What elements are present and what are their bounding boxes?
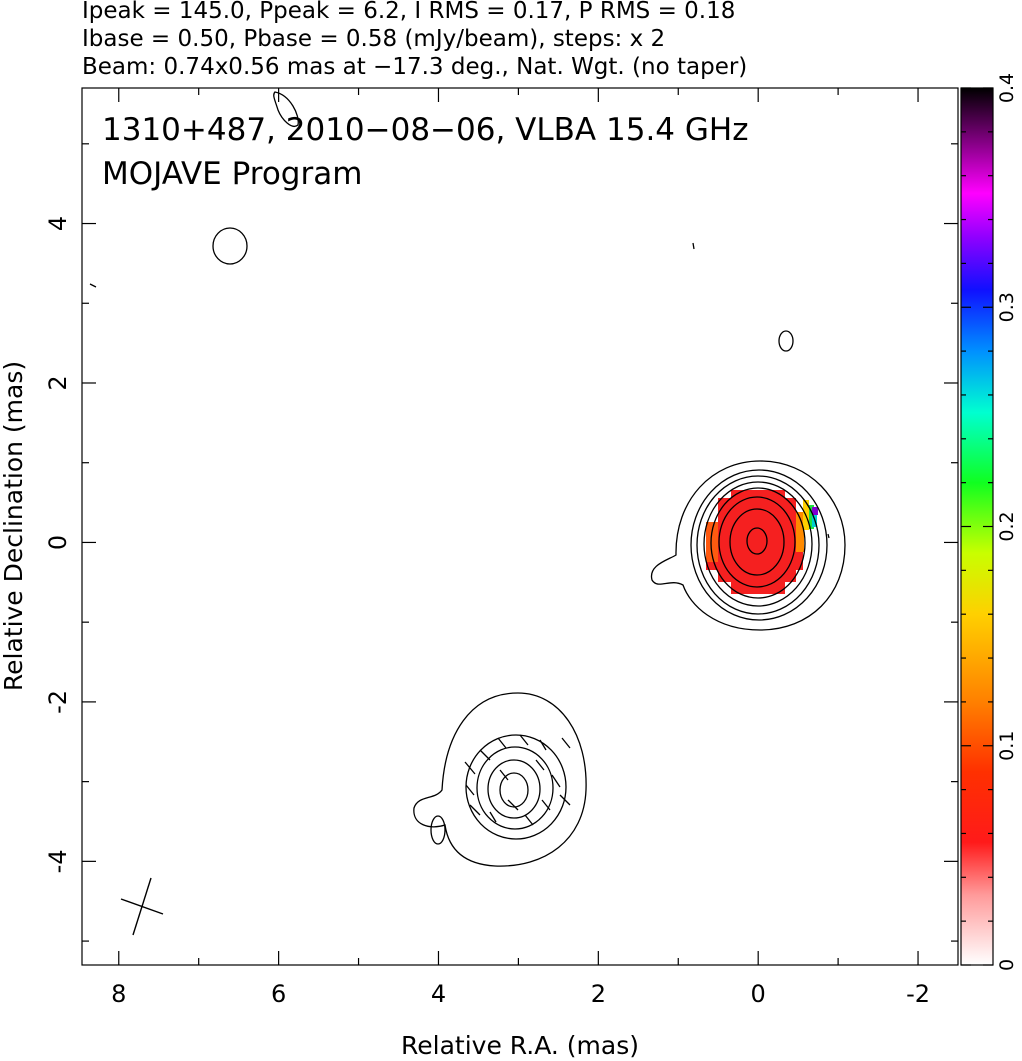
colorbar-tick-label: 0.3: [996, 292, 1018, 322]
contours: [89, 91, 846, 867]
x-tick-label: 0: [751, 980, 766, 1008]
contour: [499, 772, 529, 808]
contour: [690, 469, 828, 621]
pol-pixels: [706, 490, 803, 594]
y-tick-label: 4: [44, 216, 72, 231]
x-tick-label: -2: [906, 980, 930, 1008]
contour: [650, 460, 846, 631]
beam: [120, 877, 164, 936]
colorbar-tick-label: 0: [996, 959, 1018, 971]
x-tick-label: 8: [111, 980, 126, 1008]
contour: [465, 734, 567, 840]
header-line: Ipeak = 145.0, Ppeak = 6.2, I RMS = 0.17…: [82, 0, 735, 24]
pol-pixels: [796, 512, 804, 552]
y-tick-label: 0: [44, 535, 72, 550]
contour: [89, 242, 830, 539]
image: [706, 490, 818, 594]
plot-title: 1310+487, 2010−08−06, VLBA 15.4 GHz: [102, 112, 748, 148]
y-tick-label: -2: [44, 690, 72, 714]
contour: [212, 227, 248, 265]
pol-pixels: [812, 515, 817, 527]
contour: [710, 487, 806, 599]
plot-subtitle: MOJAVE Program: [102, 156, 362, 192]
y-axis-label: Relative Declination (mas): [0, 361, 28, 691]
contour: [778, 330, 794, 352]
pol-pixels: [809, 505, 814, 529]
header-line: Ibase = 0.50, Pbase = 0.58 (mJy/beam), s…: [82, 26, 665, 52]
contour: [430, 815, 446, 845]
contour: [696, 475, 820, 615]
y-tick-label: -4: [44, 849, 72, 873]
contour: [718, 496, 796, 588]
contour: [273, 91, 299, 127]
contour: [729, 508, 785, 576]
plot-frame: [81, 87, 959, 966]
contour: [746, 527, 768, 555]
header-line: Beam: 0.74x0.56 mas at −17.3 deg., Nat. …: [82, 54, 747, 80]
colorbar-tick-label: 0.2: [996, 511, 1018, 541]
header: Ipeak = 145.0, Ppeak = 6.2, I RMS = 0.17…: [82, 0, 747, 80]
contour: [703, 481, 813, 607]
pol-vectors: [464, 734, 571, 826]
colorbar-tick-label: 0.1: [996, 731, 1018, 761]
contour: [487, 759, 541, 819]
x-tick-label: 2: [591, 980, 606, 1008]
x-tick-label: 4: [431, 980, 446, 1008]
x-axis-label: Relative R.A. (mas): [401, 1031, 639, 1060]
x-tick-label: 6: [271, 980, 286, 1008]
contour: [413, 692, 587, 867]
contour: [476, 746, 554, 830]
y-tick-label: 2: [44, 375, 72, 390]
pol-pixels: [706, 522, 718, 562]
pol-pixels: [812, 507, 818, 515]
colorbar-tick-label: 0.4: [996, 73, 1018, 103]
